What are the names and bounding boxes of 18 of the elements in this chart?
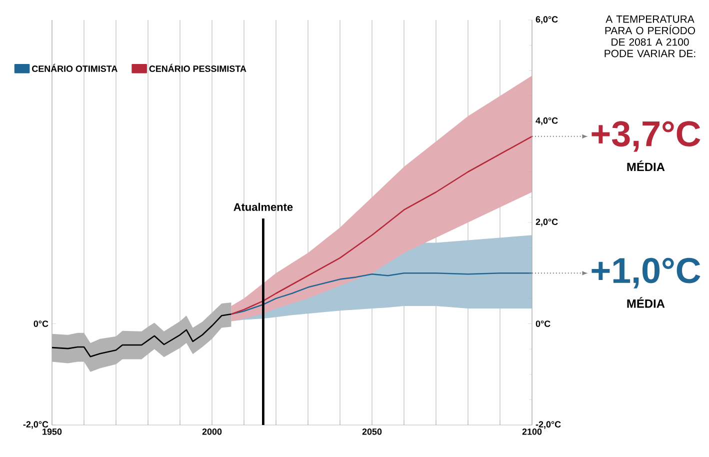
y2-tick-label: -2,0°C	[536, 421, 561, 429]
legend-label: CENÁRIO PESSIMISTA	[149, 64, 246, 72]
y2-tick-label: 6,0°C	[536, 16, 558, 24]
ref-line-label: Atualmente	[234, 202, 293, 211]
annotation: +3,7°C	[592, 121, 700, 152]
x-tick-label: 2100	[522, 428, 542, 435]
y2-tick-label: 4,0°C	[536, 117, 558, 126]
text: A TEMPERATURA PARA O PERÍODO DE 2081 A 2100 PODE VARIAR DE:	[604, 16, 696, 58]
x-tick-label: 2000	[202, 428, 222, 435]
legend-label: CENÁRIO OTIMISTA	[32, 64, 118, 72]
annotation: +1,0°C	[592, 258, 700, 288]
text: MÉDIA	[627, 297, 665, 308]
x-tick-label: 2050	[362, 428, 382, 435]
y2-tick-label: 2,0°C	[536, 218, 558, 226]
y2-tick-label: 0°C	[536, 320, 550, 327]
text: MÉDIA	[627, 160, 665, 172]
line-series	[51, 313, 232, 358]
x-tick-label: 1950	[42, 428, 62, 435]
